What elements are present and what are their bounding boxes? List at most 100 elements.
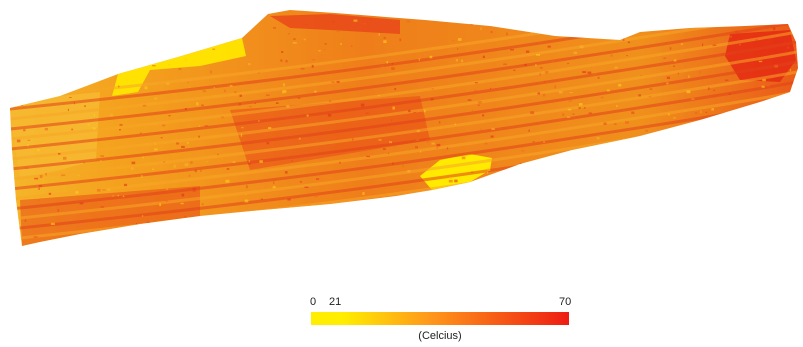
- texture-speck: [474, 82, 478, 84]
- texture-speck: [378, 139, 382, 141]
- texture-speck: [262, 238, 264, 241]
- texture-speck: [541, 206, 543, 208]
- texture-speck: [339, 161, 341, 164]
- texture-speck: [672, 20, 677, 22]
- texture-speck: [239, 94, 242, 97]
- texture-speck: [27, 144, 29, 147]
- texture-speck: [323, 49, 326, 51]
- texture-speck: [61, 174, 66, 177]
- texture-speck: [245, 253, 247, 254]
- texture-speck: [240, 247, 243, 248]
- texture-speck: [622, 38, 625, 42]
- texture-speck: [221, 116, 224, 119]
- texture-speck: [491, 24, 494, 27]
- texture-speck: [200, 217, 205, 220]
- texture-speck: [57, 57, 59, 60]
- texture-speck: [431, 142, 436, 145]
- texture-speck: [383, 40, 387, 43]
- texture-speck: [407, 16, 410, 18]
- texture-speck: [23, 129, 26, 132]
- texture-speck: [461, 59, 464, 63]
- texture-speck: [796, 215, 798, 218]
- texture-speck: [117, 253, 118, 256]
- texture-speck: [230, 236, 234, 239]
- texture-speck: [545, 71, 549, 74]
- texture-speck: [359, 224, 362, 227]
- texture-speck: [293, 38, 296, 40]
- texture-speck: [2, 82, 4, 85]
- texture-speck: [712, 44, 717, 46]
- texture-speck: [195, 209, 198, 212]
- texture-speck: [513, 69, 516, 71]
- texture-speck: [72, 12, 75, 15]
- texture-speck: [129, 24, 133, 27]
- texture-speck: [588, 222, 592, 225]
- texture-speck: [105, 52, 108, 55]
- texture-speck: [649, 192, 654, 196]
- texture-speck: [596, 193, 599, 195]
- texture-speck: [178, 68, 182, 70]
- texture-speck: [258, 220, 260, 224]
- texture-speck: [239, 254, 242, 255]
- texture-speck: [460, 221, 464, 224]
- texture-speck: [758, 163, 761, 165]
- texture-speck: [392, 206, 396, 209]
- texture-speck: [383, 36, 386, 39]
- texture-speck: [490, 31, 493, 33]
- texture-speck: [445, 215, 447, 218]
- texture-speck: [256, 238, 259, 240]
- hot-zone-top: [270, 14, 400, 34]
- texture-speck: [368, 241, 370, 244]
- texture-speck: [226, 168, 230, 170]
- texture-speck: [568, 153, 570, 155]
- texture-speck: [119, 228, 121, 231]
- texture-speck: [245, 254, 247, 255]
- texture-speck: [725, 181, 730, 185]
- texture-speck: [786, 1, 787, 3]
- texture-speck: [6, 94, 9, 96]
- texture-speck: [96, 188, 101, 192]
- texture-speck: [187, 82, 189, 84]
- texture-speck: [115, 54, 119, 57]
- texture-speck: [644, 250, 648, 252]
- texture-speck: [121, 157, 125, 159]
- texture-speck: [396, 13, 399, 16]
- texture-speck: [50, 222, 55, 225]
- texture-speck: [710, 122, 712, 125]
- texture-speck: [772, 27, 776, 31]
- texture-speck: [615, 210, 620, 213]
- texture-speck: [775, 2, 777, 4]
- texture-speck: [228, 203, 232, 205]
- texture-speck: [25, 58, 29, 59]
- crop-row: [10, 10, 798, 112]
- texture-speck: [266, 142, 270, 145]
- texture-speck: [673, 59, 677, 62]
- texture-speck: [111, 42, 114, 45]
- texture-speck: [16, 139, 21, 143]
- crop-row: [10, 38, 798, 152]
- texture-speck: [37, 149, 40, 152]
- texture-speck: [457, 48, 459, 50]
- texture-speck: [634, 184, 637, 187]
- texture-speck: [296, 217, 300, 219]
- texture-speck: [695, 112, 698, 114]
- texture-speck: [668, 113, 670, 116]
- legend-mid-label: 21: [329, 296, 342, 308]
- texture-speck: [794, 183, 798, 186]
- texture-speck: [786, 46, 790, 49]
- texture-speck: [569, 250, 572, 252]
- texture-speck: [796, 111, 798, 114]
- texture-speck: [497, 222, 502, 224]
- texture-speck: [709, 129, 711, 132]
- texture-speck: [627, 41, 631, 44]
- texture-speck: [429, 55, 433, 59]
- texture-speck: [297, 97, 301, 99]
- texture-speck: [666, 82, 669, 85]
- texture-speck: [23, 70, 27, 73]
- texture-speck: [735, 30, 739, 33]
- texture-speck: [674, 8, 676, 10]
- texture-speck: [5, 205, 9, 207]
- texture-speck: [471, 214, 475, 218]
- texture-speck: [154, 148, 158, 151]
- texture-speck: [366, 1, 369, 3]
